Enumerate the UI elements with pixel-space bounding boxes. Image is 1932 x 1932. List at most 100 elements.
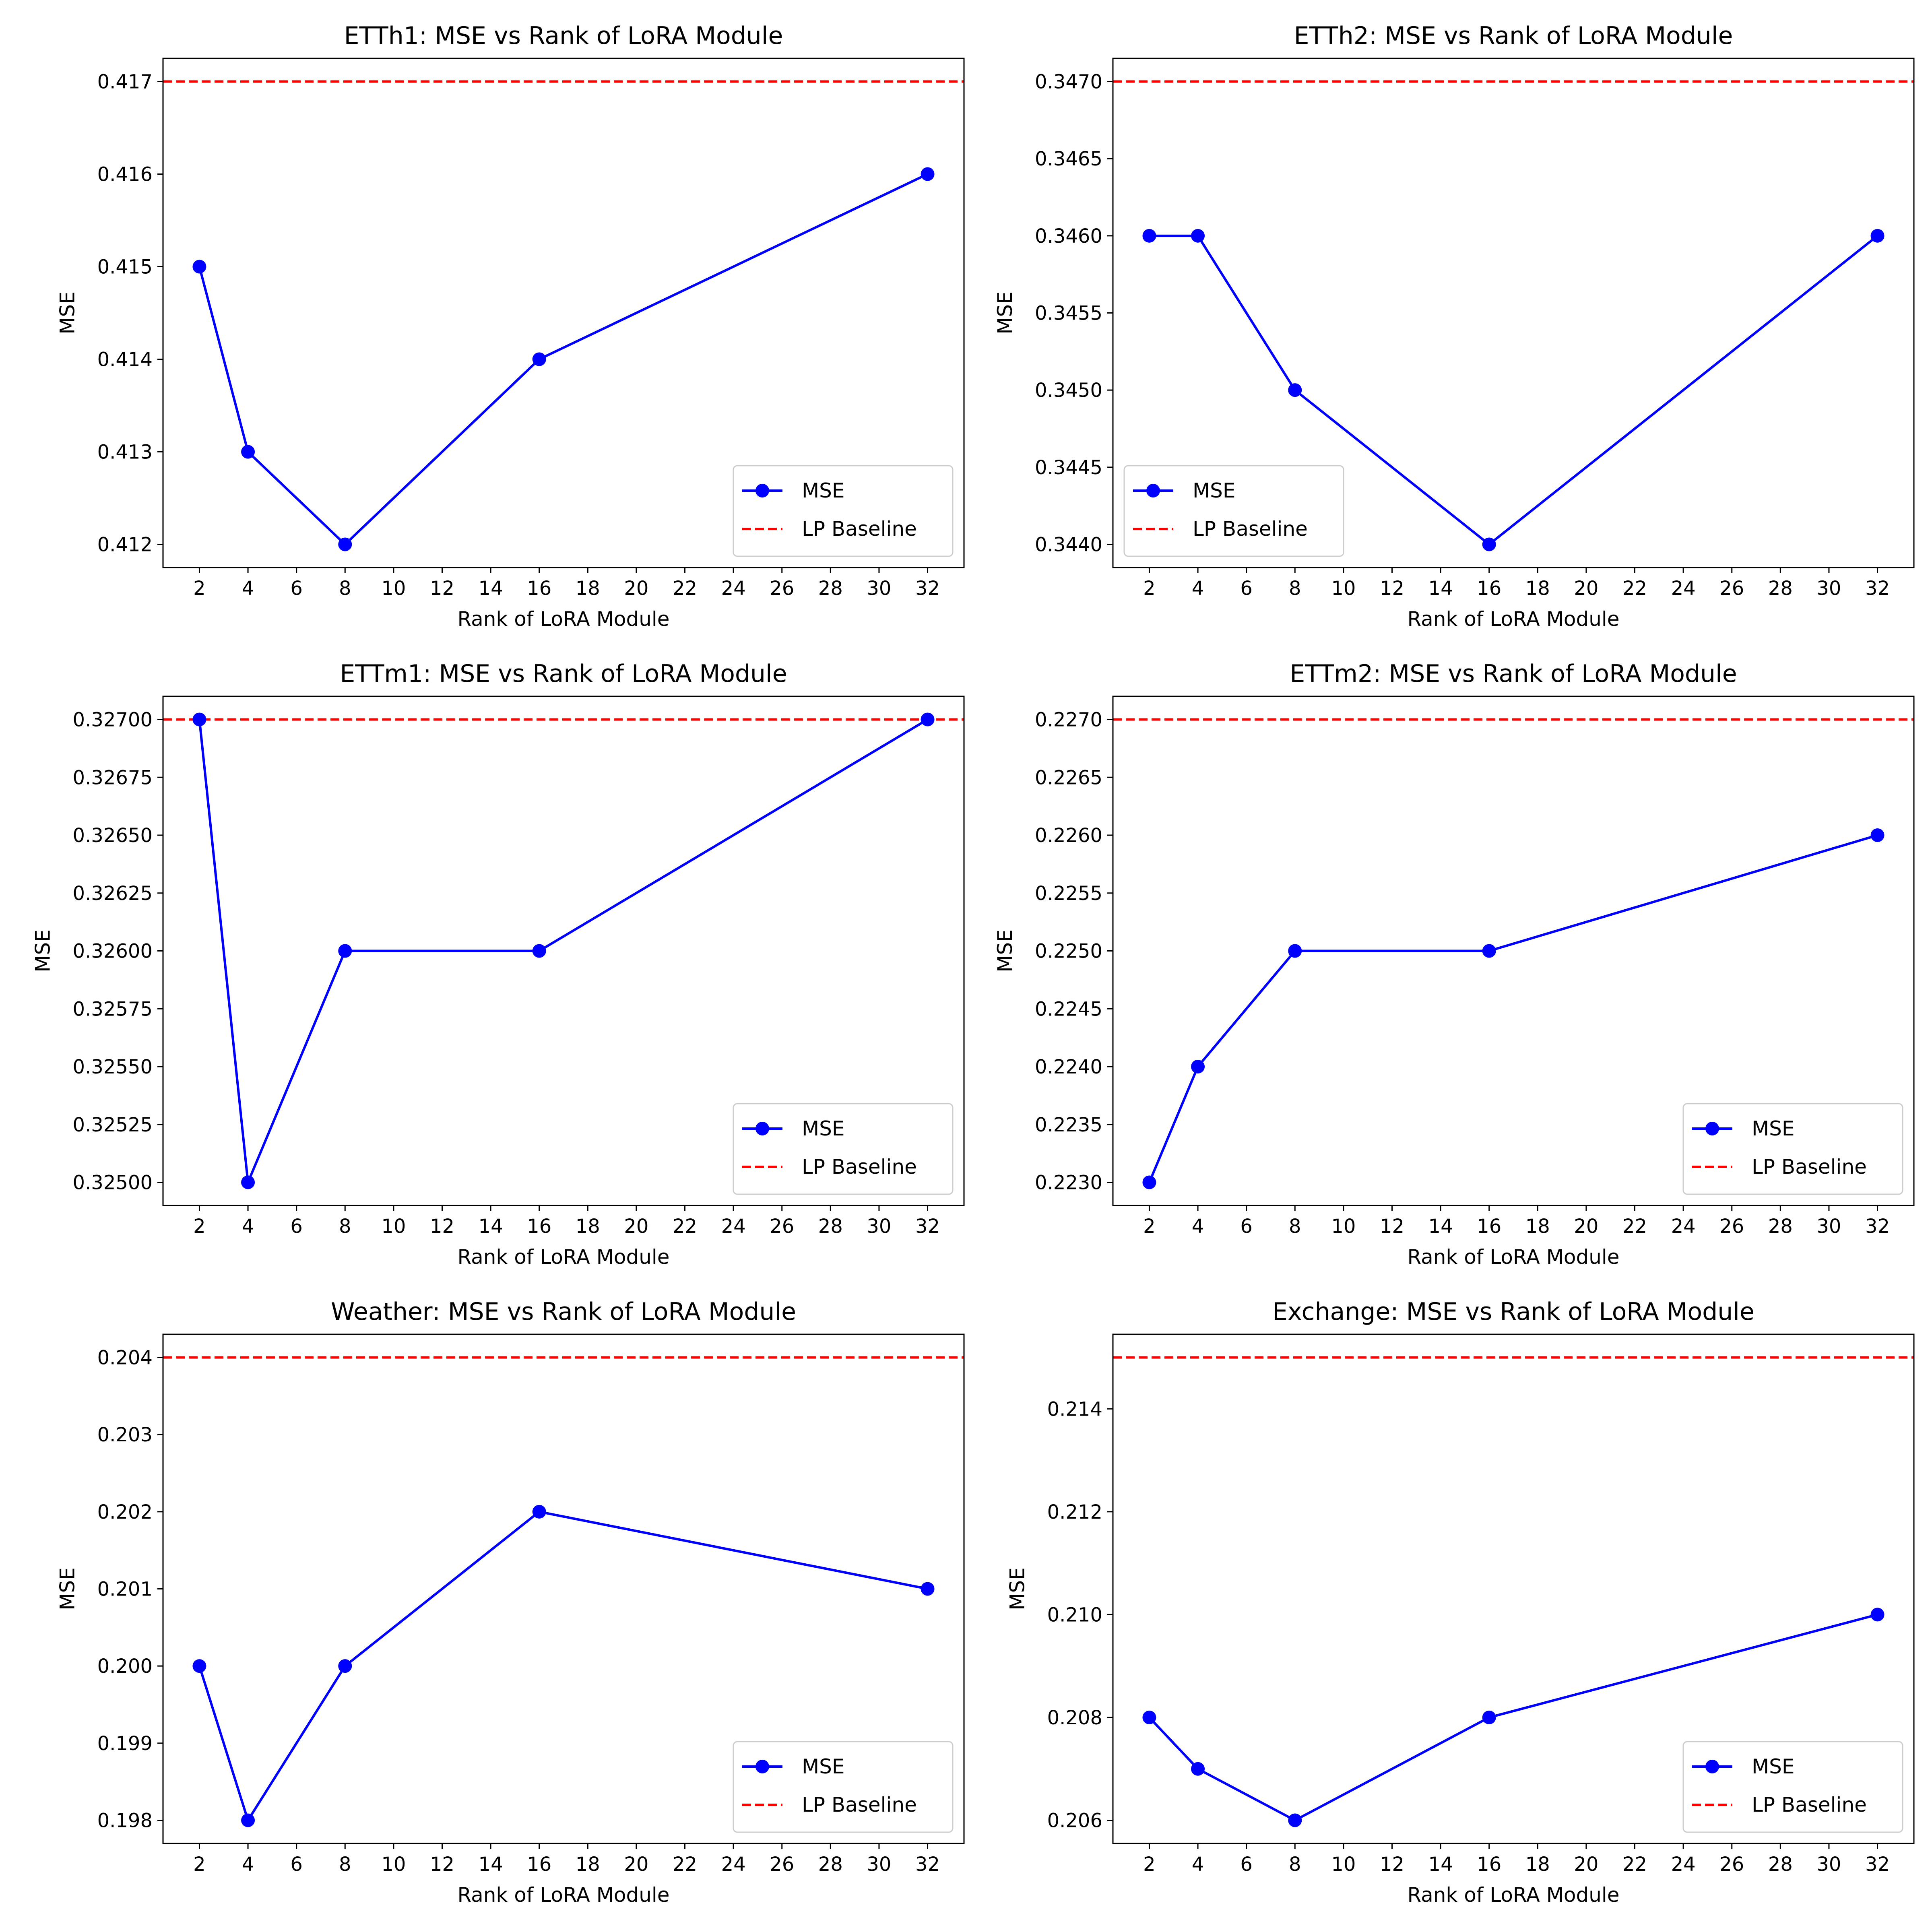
mse-data-point xyxy=(241,445,255,459)
x-tick-label: 12 xyxy=(430,577,454,600)
x-axis-label: Rank of LoRA Module xyxy=(1407,1245,1619,1269)
legend-mse-label: MSE xyxy=(802,479,844,502)
legend: MSE LP Baseline xyxy=(733,465,954,557)
x-tick-label: 28 xyxy=(1768,577,1793,600)
x-tick-label: 18 xyxy=(1525,577,1550,600)
x-tick-label: 10 xyxy=(1331,1215,1356,1238)
x-tick-label: 4 xyxy=(242,1853,254,1876)
y-tick-label: 0.412 xyxy=(97,534,153,556)
mse-data-point xyxy=(1482,537,1496,551)
y-tick-label: 0.214 xyxy=(1047,1398,1102,1420)
y-tick-label: 0.2265 xyxy=(1035,766,1102,789)
x-tick-label: 2 xyxy=(1143,577,1156,600)
y-tick-label: 0.206 xyxy=(1047,1810,1102,1832)
legend: MSE LP Baseline xyxy=(733,1103,954,1195)
legend-box xyxy=(1682,1741,1903,1833)
y-tick-label: 0.208 xyxy=(1047,1707,1102,1729)
x-tick-label: 22 xyxy=(673,577,697,600)
x-tick-label: 2 xyxy=(193,1853,206,1876)
mse-data-point xyxy=(192,260,206,274)
legend-baseline-label: LP Baseline xyxy=(1752,1793,1867,1816)
x-tick-label: 8 xyxy=(1289,1215,1301,1238)
y-tick-label: 0.2240 xyxy=(1035,1056,1102,1078)
chart-panel: ETTm2: MSE vs Rank of LoRA Module 2 4 6 8 10 1… xyxy=(993,660,1915,1269)
mse-data-point xyxy=(1288,383,1302,397)
x-axis-label: Rank of LoRA Module xyxy=(1407,1883,1619,1907)
y-axis-label: MSE xyxy=(1006,1567,1029,1610)
legend-mse-marker xyxy=(1146,484,1160,497)
x-tick-label: 16 xyxy=(527,1215,551,1238)
mse-data-point xyxy=(338,944,352,958)
y-tick-label: 0.201 xyxy=(97,1578,153,1601)
x-tick-label: 6 xyxy=(290,1215,303,1238)
y-tick-label: 0.2250 xyxy=(1035,940,1102,963)
legend-box xyxy=(733,1103,954,1195)
y-tick-label: 0.32550 xyxy=(73,1056,153,1078)
chart-title: Weather: MSE vs Rank of LoRA Module xyxy=(331,1298,796,1326)
x-tick-label: 2 xyxy=(1143,1215,1156,1238)
mse-data-point xyxy=(1142,1175,1156,1189)
x-tick-label: 26 xyxy=(1719,577,1744,600)
x-tick-label: 6 xyxy=(1240,1215,1253,1238)
x-tick-label: 10 xyxy=(381,1215,406,1238)
x-tick-label: 22 xyxy=(1622,577,1647,600)
y-tick-label: 0.32675 xyxy=(73,766,153,789)
legend-baseline-label: LP Baseline xyxy=(802,1793,917,1816)
x-tick-label: 24 xyxy=(1671,1853,1696,1876)
x-tick-label: 12 xyxy=(1380,1853,1404,1876)
chart-title: Exchange: MSE vs Rank of LoRA Module xyxy=(1272,1298,1754,1326)
x-tick-label: 18 xyxy=(1525,1853,1550,1876)
y-tick-label: 0.199 xyxy=(97,1732,153,1755)
x-tick-label: 4 xyxy=(1192,577,1204,600)
x-tick-label: 18 xyxy=(576,577,600,600)
axes-frame xyxy=(1112,696,1915,1206)
mse-data-point xyxy=(1142,1710,1156,1724)
legend-mse-label: MSE xyxy=(802,1117,844,1140)
x-tick-label: 12 xyxy=(430,1853,454,1876)
x-tick-label: 28 xyxy=(818,1215,843,1238)
x-tick-label: 18 xyxy=(576,1853,600,1876)
mse-data-point xyxy=(338,1659,352,1673)
x-tick-label: 6 xyxy=(290,577,303,600)
x-tick-label: 14 xyxy=(1428,1215,1453,1238)
x-tick-label: 22 xyxy=(673,1853,697,1876)
x-tick-label: 32 xyxy=(915,1215,940,1238)
x-tick-label: 10 xyxy=(381,577,406,600)
x-tick-label: 16 xyxy=(1477,577,1501,600)
x-tick-label: 22 xyxy=(673,1215,697,1238)
legend-mse-marker xyxy=(755,1760,769,1773)
x-tick-label: 32 xyxy=(1865,1215,1890,1238)
mse-data-point xyxy=(1191,1762,1205,1776)
mse-data-point xyxy=(1288,1813,1302,1827)
chart-title: ETTm2: MSE vs Rank of LoRA Module xyxy=(1290,660,1737,688)
x-tick-label: 26 xyxy=(770,1215,794,1238)
legend-mse-marker xyxy=(1705,1760,1719,1773)
y-axis-label: MSE xyxy=(31,929,55,972)
y-tick-label: 0.32625 xyxy=(73,882,153,905)
y-tick-label: 0.200 xyxy=(97,1655,153,1678)
y-tick-label: 0.3450 xyxy=(1035,379,1102,402)
legend-baseline-label: LP Baseline xyxy=(1752,1155,1867,1179)
x-tick-label: 28 xyxy=(818,577,843,600)
y-tick-label: 0.2245 xyxy=(1035,998,1102,1020)
mse-data-point xyxy=(192,1659,206,1673)
x-tick-label: 16 xyxy=(1477,1215,1501,1238)
y-tick-label: 0.3470 xyxy=(1035,71,1102,93)
y-tick-label: 0.32600 xyxy=(73,940,153,963)
y-tick-label: 0.2260 xyxy=(1035,824,1102,847)
y-tick-label: 0.2230 xyxy=(1035,1172,1102,1194)
x-tick-label: 30 xyxy=(867,577,891,600)
axes-frame xyxy=(1112,58,1915,568)
x-tick-label: 4 xyxy=(1192,1215,1204,1238)
mse-data-point xyxy=(1191,1060,1205,1073)
y-tick-label: 0.415 xyxy=(97,256,153,279)
y-tick-label: 0.2255 xyxy=(1035,882,1102,905)
x-tick-label: 8 xyxy=(1289,577,1301,600)
y-tick-label: 0.32575 xyxy=(73,998,153,1020)
x-tick-label: 16 xyxy=(1477,1853,1501,1876)
mse-data-point xyxy=(241,1175,255,1189)
y-tick-label: 0.210 xyxy=(1047,1604,1102,1626)
